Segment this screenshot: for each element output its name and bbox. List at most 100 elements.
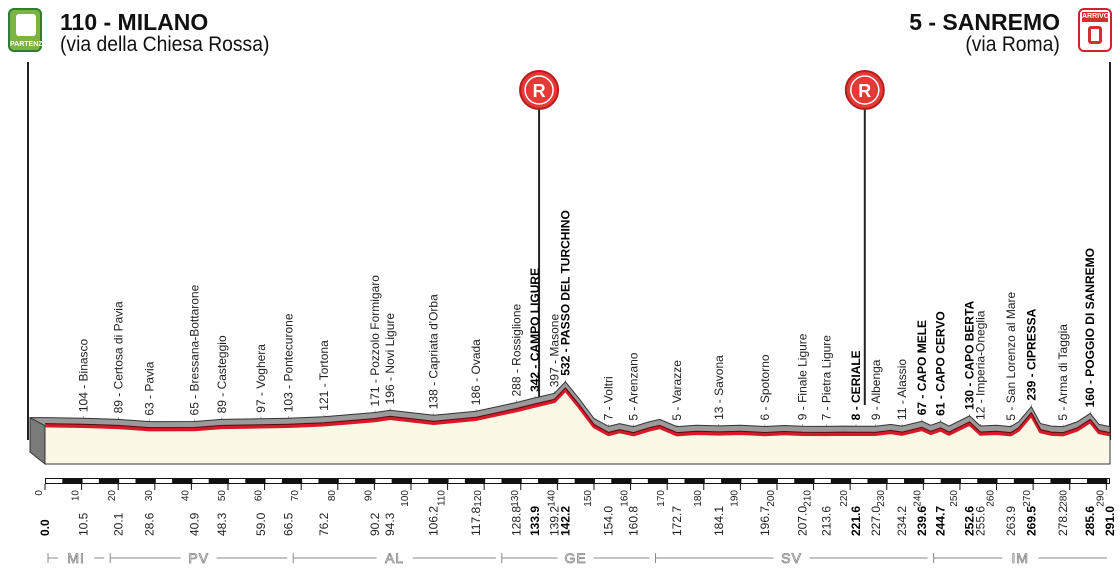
distance-label: 59.0 xyxy=(254,512,268,536)
refreshment-label: R xyxy=(533,81,546,101)
km-tick-label: 90 xyxy=(363,490,374,502)
place-label: 12 - Imperia-Oneglia xyxy=(973,310,987,420)
distance-label: 20.1 xyxy=(112,512,126,536)
km-bar-segment xyxy=(411,479,429,483)
distance-label: 252.6 xyxy=(962,506,976,536)
place-label: 138 - Capriata d'Orba xyxy=(427,294,441,409)
place-label: 7 - Voltri xyxy=(602,376,616,420)
km-bar-segment xyxy=(997,479,1014,483)
finish-badge-label: ARRIVO xyxy=(1082,12,1110,22)
distance-label: 196.7 xyxy=(758,506,772,536)
refreshment-label: R xyxy=(858,81,871,101)
km-tick-label: 180 xyxy=(693,490,704,507)
km-tick-label: 60 xyxy=(254,490,265,502)
province-code: MI xyxy=(67,550,85,566)
place-label: 532 - PASSO DEL TURCHINO xyxy=(558,210,572,376)
finish-location: 5 - SANREMO (via Roma) xyxy=(909,10,1060,56)
distance-labels: 0.0 10.5 20.1 28.6 40.9 48.3 59.0 66.5 76.2 90.2 9… xyxy=(38,506,1117,536)
place-label: 121 - Tortona xyxy=(317,340,331,411)
place-label: 11 - Alassio xyxy=(895,359,909,420)
km-bar-segment xyxy=(594,479,612,483)
km-bar-segment xyxy=(375,479,392,483)
province-code-bg xyxy=(180,549,217,567)
place-label: 397 - Masone xyxy=(547,314,561,388)
distance-label: 221.6 xyxy=(849,506,863,536)
start-badge-label: PARTENZA xyxy=(10,41,48,48)
start-title: 110 - MILANO xyxy=(60,9,209,35)
start-badge: PARTENZA xyxy=(8,8,48,52)
province-code: SV xyxy=(781,550,802,566)
elevation-profile xyxy=(29,381,1111,466)
place-label: 171 - Pozzolo Formigaro xyxy=(368,275,382,407)
place-label: 7 - Pietra Ligure xyxy=(820,335,834,421)
km-tick-label: 130 xyxy=(510,490,521,507)
place-label: 97 - Voghera xyxy=(254,344,268,413)
province-code: IM xyxy=(1012,550,1030,566)
distance-label: 128.8 xyxy=(509,506,523,536)
km-bar-segment xyxy=(704,479,722,483)
km-bar-segment xyxy=(960,479,978,483)
km-bar-segment xyxy=(741,479,758,483)
distance-label: 139.2 xyxy=(547,506,561,536)
km-tick-label: 230 xyxy=(876,490,887,507)
km-tick-label: 70 xyxy=(290,490,301,502)
place-label: 160 - POGGIO DI SANREMO xyxy=(1083,248,1097,407)
finish-line-icon xyxy=(1088,26,1102,44)
place-label: 239 - CIPRESSA xyxy=(1024,308,1038,400)
distance-label: 10.5 xyxy=(76,512,90,536)
distance-label: 278.2 xyxy=(1056,506,1070,536)
km-bar-segment xyxy=(851,479,868,483)
place-label: 67 - CAPO MELE xyxy=(915,320,929,415)
province-band: MI PV AL GE SV IM xyxy=(47,549,1107,567)
place-label: 288 - Rossiglione xyxy=(509,303,523,396)
km-tick-label: 80 xyxy=(327,490,338,502)
distance-label: 269.5 xyxy=(1024,506,1038,536)
km-ruler: 0 10 20 30 40 50 60 70 80 90 100 110 120 130 140 150 160… xyxy=(34,478,1110,507)
place-label: 89 - Certosa di Pavia xyxy=(112,301,126,413)
km-tick-label: 260 xyxy=(986,490,997,507)
km-bar-segment xyxy=(82,479,99,483)
distance-label: 133.9 xyxy=(528,506,542,536)
place-label: 103 - Pontecurone xyxy=(281,313,295,412)
place-label: 9 - Albenga xyxy=(869,359,883,420)
province-code: AL xyxy=(385,550,404,566)
place-labels: 104 - Binasco 89 - Certosa di Pavia 63 - P… xyxy=(76,210,1097,464)
km-bar-segment xyxy=(1034,479,1051,483)
distance-label: 40.9 xyxy=(188,512,202,536)
km-bar-segment xyxy=(119,479,136,483)
km-tick-label: 210 xyxy=(803,490,814,507)
place-label: 130 - CAPO BERTA xyxy=(962,300,976,409)
km-tick-label: 120 xyxy=(473,490,484,507)
km-bar-segment xyxy=(924,479,941,483)
distance-label: 263.9 xyxy=(1004,506,1018,536)
distance-label: 172.7 xyxy=(670,506,684,536)
province-code: GE xyxy=(565,550,587,566)
km-tick-label: 10 xyxy=(71,490,82,502)
route-line-edge xyxy=(44,387,1111,434)
distance-label: 48.3 xyxy=(215,512,229,536)
province-code-bg xyxy=(58,549,95,567)
profile-left-edge xyxy=(29,416,46,466)
route-line xyxy=(44,388,1111,437)
place-label: 5 - Arenzano xyxy=(626,352,640,420)
distance-label: 291.0 xyxy=(1103,506,1117,536)
km-tick-label: 200 xyxy=(766,490,777,507)
refreshment-ring xyxy=(850,75,880,105)
place-label: 89 - Casteggio xyxy=(215,335,229,413)
km-bar-segment xyxy=(338,479,356,483)
place-label: 342 - CAMPO LIGURE xyxy=(528,268,542,392)
province-code-bg xyxy=(1002,549,1039,567)
km-bar-segment xyxy=(558,479,575,483)
km-bar-segment xyxy=(155,479,173,483)
km-tick-label: 20 xyxy=(107,490,118,502)
km-bar-segment xyxy=(448,479,465,483)
km-tick-label: 100 xyxy=(400,490,411,507)
place-label: 13 - Savona xyxy=(712,355,726,420)
distance-label: 28.6 xyxy=(143,512,157,536)
start-subtitle: (via della Chiesa Rossa) xyxy=(60,33,270,56)
km-tick-label: 170 xyxy=(656,490,667,507)
finish-subtitle: (via Roma) xyxy=(965,33,1060,56)
km-bar-segment xyxy=(46,479,63,483)
